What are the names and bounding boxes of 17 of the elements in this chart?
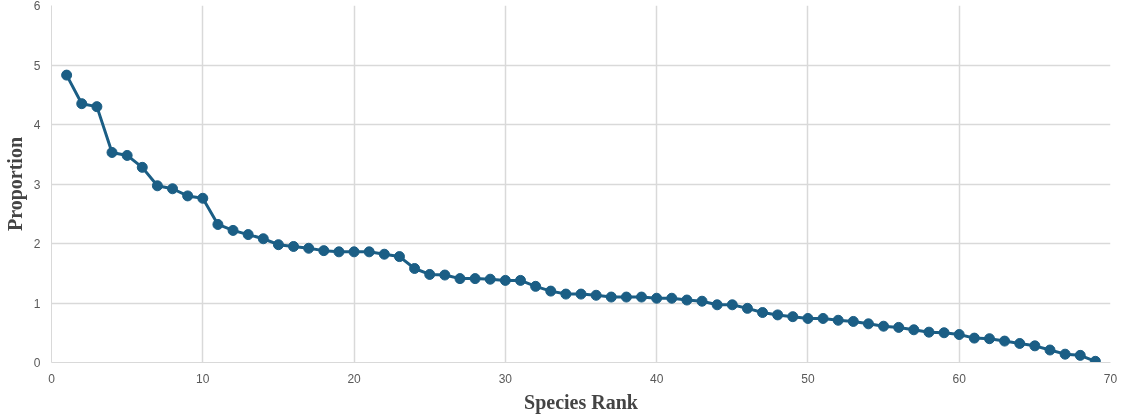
y-tick-label: 2 (33, 237, 41, 251)
y-axis-title: Proportion (3, 136, 27, 232)
x-tick-label: 20 (347, 371, 362, 386)
y-tick-label: 0 (33, 356, 41, 370)
x-tick-label: 30 (498, 371, 513, 386)
x-axis-title: Species Rank (524, 390, 639, 414)
x-tick-label: 0 (48, 371, 56, 386)
y-tick-label: 4 (33, 118, 41, 132)
x-tick-label: 50 (801, 371, 815, 386)
x-tick-label: 70 (1103, 371, 1118, 386)
y-tick-label: 6 (33, 0, 41, 13)
y-tick-label: 1 (33, 296, 41, 311)
x-tick-label: 40 (649, 371, 664, 386)
y-tick-label: 3 (33, 177, 41, 192)
y-tick-label: 5 (33, 58, 41, 73)
x-tick-label: 60 (952, 371, 967, 386)
x-tick-label: 10 (196, 371, 210, 386)
